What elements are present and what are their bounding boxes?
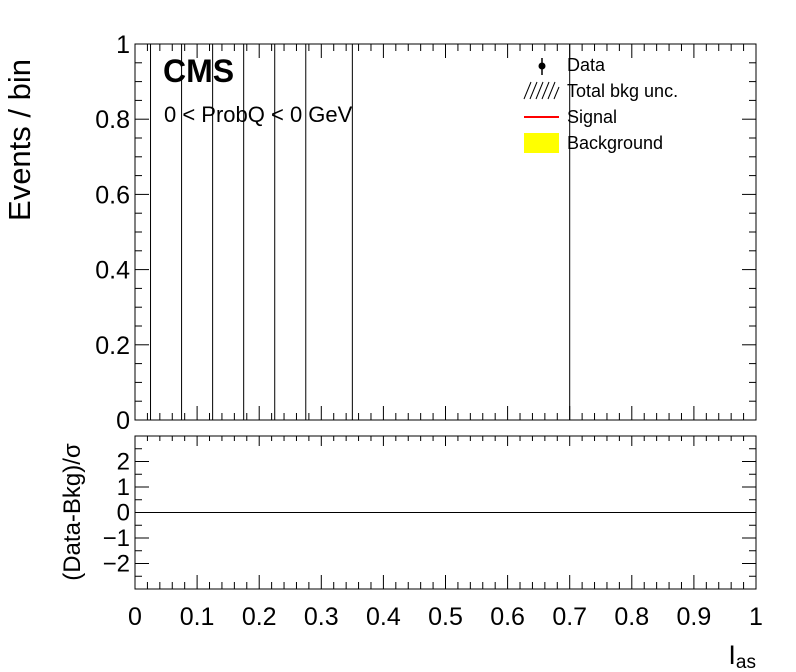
bin-edge-lines <box>150 44 571 420</box>
legend-entry-background: Background <box>524 133 663 153</box>
legend: Data Total bkg unc. Signal Background <box>523 55 678 153</box>
x-tick-label: 0.4 <box>366 603 401 631</box>
main-y-axis: 0 0.2 0.4 0.6 0.8 1 <box>95 31 756 435</box>
legend-label-signal: Signal <box>567 107 617 127</box>
x-axis-title-subscript: as <box>736 652 756 672</box>
ratio-y-tick-label: −2 <box>103 551 130 578</box>
x-tick-label: 0.8 <box>614 603 649 631</box>
y-tick-label: 0 <box>116 407 130 435</box>
main-x-axis-ticks <box>134 44 757 420</box>
x-tick-label: 0.5 <box>428 603 463 631</box>
selection-annotation: 0 < ProbQ < 0 GeV <box>164 102 353 127</box>
ratio-y-tick-label: 1 <box>117 474 130 501</box>
main-y-axis-title: Events / bin <box>2 59 37 221</box>
x-tick-label: 0 <box>128 603 142 631</box>
x-tick-label: 1 <box>749 603 763 631</box>
x-tick-label: 0.7 <box>552 603 587 631</box>
legend-hatch-swatch <box>523 81 560 100</box>
x-axis-title-main: I <box>728 640 736 670</box>
x-axis: 0 0.1 0.2 0.3 0.4 0.5 0.6 0.7 0.8 0.9 1 <box>128 436 763 631</box>
y-tick-label: 1 <box>116 31 130 59</box>
legend-label-bkg-unc: Total bkg unc. <box>567 81 678 101</box>
legend-entry-signal: Signal <box>524 107 617 127</box>
legend-entry-bkg-unc: Total bkg unc. <box>523 81 678 101</box>
legend-label-data: Data <box>567 55 606 75</box>
ratio-y-axis-title: (Data-Bkg)/σ <box>59 443 86 581</box>
x-tick-label: 0.9 <box>677 603 712 631</box>
x-tick-label: 0.1 <box>180 603 215 631</box>
ratio-y-tick-label: 2 <box>117 449 130 476</box>
y-tick-label: 0.6 <box>95 181 130 209</box>
legend-data-marker <box>538 62 546 70</box>
x-axis-title: Ias <box>728 640 756 672</box>
legend-label-background: Background <box>567 133 663 153</box>
x-tick-label: 0.2 <box>242 603 277 631</box>
ratio-y-tick-label: −1 <box>103 525 130 552</box>
ratio-y-tick-label: 0 <box>117 500 130 527</box>
y-tick-label: 0.4 <box>95 257 130 285</box>
x-tick-label: 0.6 <box>490 603 525 631</box>
legend-entry-data: Data <box>538 55 606 75</box>
y-tick-label: 0.8 <box>95 106 130 134</box>
x-tick-label: 0.3 <box>304 603 339 631</box>
y-tick-label: 0.2 <box>95 332 130 360</box>
cms-label: CMS <box>163 53 234 89</box>
legend-background-swatch <box>524 133 559 153</box>
